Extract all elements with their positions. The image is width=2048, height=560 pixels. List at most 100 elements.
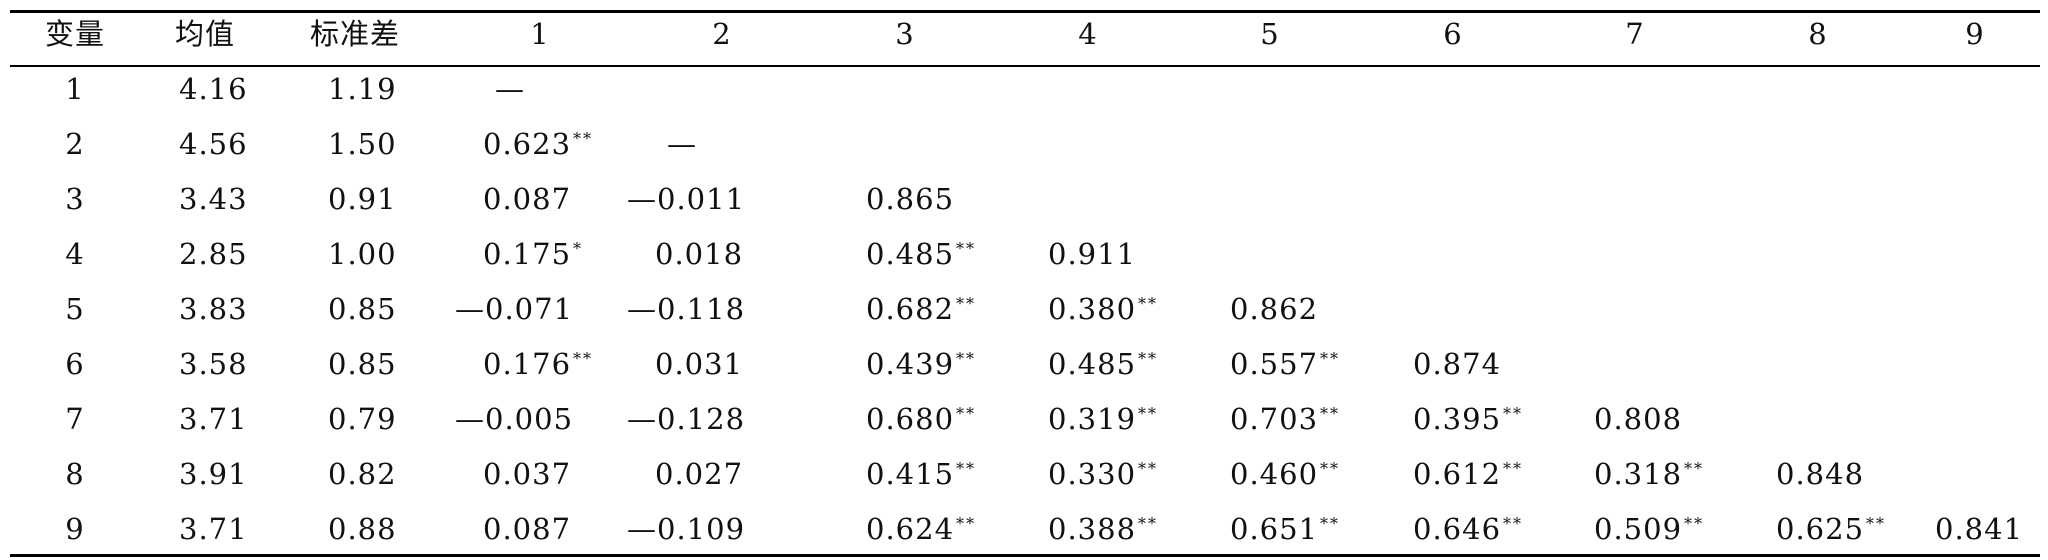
mean-value: 4.56 — [179, 127, 248, 161]
correlation-cell: 0.330 ** — [1048, 460, 1158, 489]
correlation-cell: 0.087 — [483, 515, 571, 544]
correlation-value: 0.509 — [1594, 512, 1683, 546]
significance-marker: ** — [573, 129, 594, 148]
significance-marker: ** — [1684, 514, 1705, 533]
table-header-rule — [10, 65, 2040, 67]
correlation-cell: 0.395 ** — [1413, 405, 1523, 434]
header-cell: 7 — [1625, 17, 1645, 51]
correlation-cell: 0.646 ** — [1413, 515, 1523, 544]
correlation-value: —0.118 — [627, 292, 746, 326]
significance-marker: ** — [956, 459, 977, 478]
header-cell: 均值 — [174, 17, 236, 51]
correlation-value: 0.646 — [1413, 512, 1502, 546]
correlation-value: 0.651 — [1230, 512, 1319, 546]
header-cell: 4 — [1078, 17, 1098, 51]
significance-marker: ** — [956, 514, 977, 533]
correlation-cell: 0.380 ** — [1048, 295, 1158, 324]
mean-value: 3.83 — [179, 292, 248, 326]
significance-marker: ** — [1503, 459, 1524, 478]
correlation-value: —0.005 — [455, 402, 574, 436]
mean-value: 3.71 — [179, 512, 248, 546]
correlation-cell: 0.624 ** — [866, 515, 976, 544]
sd-value: 0.85 — [328, 347, 397, 381]
correlation-value: 0.680 — [866, 402, 955, 436]
correlation-cell: — — [667, 130, 697, 159]
sd-value: 0.79 — [328, 402, 397, 436]
correlation-value: 0.175 — [483, 237, 572, 271]
correlation-cell: 0.176 ** — [483, 350, 593, 379]
correlation-cell: 0.612 ** — [1413, 460, 1523, 489]
variable-id: 2 — [65, 127, 85, 161]
header-cell: 3 — [895, 17, 915, 51]
correlation-value: 0.911 — [1048, 237, 1137, 271]
significance-marker: ** — [1138, 404, 1159, 423]
correlation-value: 0.330 — [1048, 457, 1137, 491]
correlation-cell: —0.071 — [455, 295, 573, 324]
sd-value: 1.00 — [328, 237, 397, 271]
variable-id: 9 — [65, 512, 85, 546]
sd-value: 0.88 — [328, 512, 397, 546]
correlation-value: 0.319 — [1048, 402, 1137, 436]
correlation-value: 0.388 — [1048, 512, 1137, 546]
correlation-value: 0.848 — [1776, 457, 1865, 491]
correlation-cell: 0.175 * — [483, 240, 583, 269]
significance-marker: ** — [956, 404, 977, 423]
correlation-value: —0.128 — [627, 402, 746, 436]
correlation-cell: 0.625 ** — [1776, 515, 1886, 544]
correlation-cell: 0.031 — [655, 350, 743, 379]
significance-marker: ** — [1138, 294, 1159, 313]
correlation-cell: 0.651 ** — [1230, 515, 1340, 544]
significance-marker: * — [573, 239, 584, 258]
correlation-cell: 0.439 ** — [866, 350, 976, 379]
significance-marker: ** — [1138, 349, 1159, 368]
correlation-value: 0.380 — [1048, 292, 1137, 326]
correlation-cell: 0.509 ** — [1594, 515, 1704, 544]
significance-marker: ** — [1503, 404, 1524, 423]
sd-value: 1.19 — [328, 72, 397, 106]
correlation-cell: —0.005 — [455, 405, 573, 434]
correlation-value: 0.624 — [866, 512, 955, 546]
correlation-cell: —0.128 — [627, 405, 745, 434]
significance-marker: ** — [1138, 459, 1159, 478]
significance-marker: ** — [1320, 514, 1341, 533]
correlation-value: 0.485 — [1048, 347, 1137, 381]
correlation-value: —0.071 — [455, 292, 574, 326]
header-cell: 变量 — [44, 17, 106, 51]
correlation-cell: 0.682 ** — [866, 295, 976, 324]
correlation-cell: 0.485 ** — [866, 240, 976, 269]
mean-value: 2.85 — [179, 237, 248, 271]
correlation-value: 0.557 — [1230, 347, 1319, 381]
mean-value: 3.91 — [179, 457, 248, 491]
correlation-cell: 0.460 ** — [1230, 460, 1340, 489]
variable-id: 7 — [65, 402, 85, 436]
correlation-cell: 0.703 ** — [1230, 405, 1340, 434]
correlation-value: 0.485 — [866, 237, 955, 271]
correlation-cell: 0.848 — [1776, 460, 1864, 489]
correlation-value: 0.874 — [1413, 347, 1502, 381]
header-cell: 标准差 — [309, 17, 401, 51]
significance-marker: ** — [1320, 404, 1341, 423]
table-bottom-rule — [10, 554, 2040, 557]
sd-value: 0.85 — [328, 292, 397, 326]
header-cell: 5 — [1260, 17, 1280, 51]
header-cell: 1 — [530, 17, 550, 51]
correlation-value: 0.395 — [1413, 402, 1502, 436]
correlation-value: —0.109 — [627, 512, 746, 546]
mean-value: 4.16 — [179, 72, 248, 106]
correlation-value: 0.808 — [1594, 402, 1683, 436]
correlation-value: 0.439 — [866, 347, 955, 381]
significance-marker: ** — [956, 239, 977, 258]
sd-value: 0.91 — [328, 182, 397, 216]
correlation-cell: 0.037 — [483, 460, 571, 489]
correlation-value: 0.865 — [866, 182, 955, 216]
header-cell: 6 — [1443, 17, 1463, 51]
correlation-cell: —0.118 — [627, 295, 745, 324]
correlation-value: 0.625 — [1776, 512, 1865, 546]
correlation-value: 0.703 — [1230, 402, 1319, 436]
significance-marker: ** — [1684, 459, 1705, 478]
correlation-cell: 0.027 — [655, 460, 743, 489]
correlation-value: 0.318 — [1594, 457, 1683, 491]
correlation-value: 0.460 — [1230, 457, 1319, 491]
correlation-value: 0.682 — [866, 292, 955, 326]
correlation-cell: 0.318 ** — [1594, 460, 1704, 489]
